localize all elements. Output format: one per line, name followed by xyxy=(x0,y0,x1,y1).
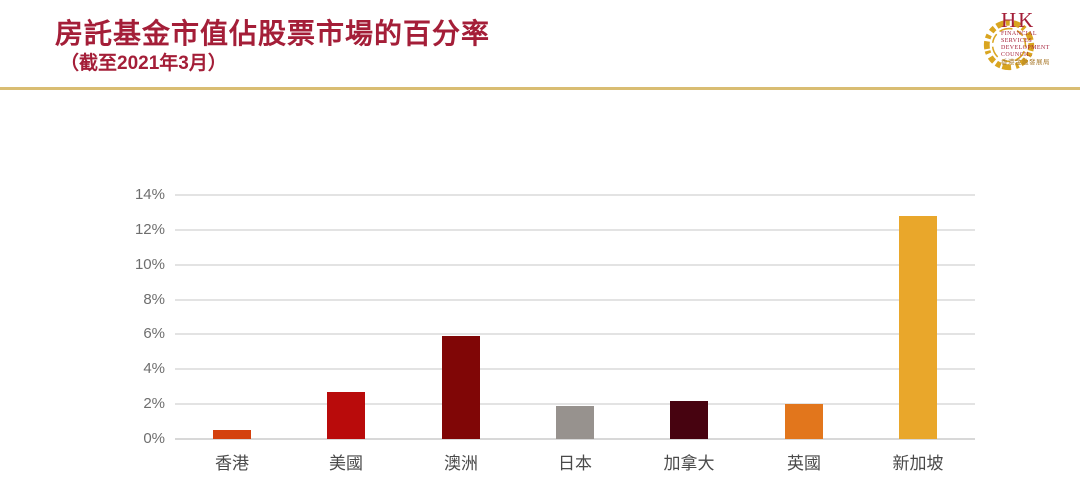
logo-line-financial: FINANCIAL xyxy=(1001,31,1037,37)
logo-line-council: COUNCIL. xyxy=(1001,52,1033,58)
gridline xyxy=(175,368,975,371)
hkfsdc-logo: HK FINANCIAL SERVICES DEVELOPMENT COUNCI… xyxy=(980,8,1064,82)
gridline xyxy=(175,228,975,231)
y-axis-tick-label: 12% xyxy=(134,220,165,238)
bar-日本 xyxy=(556,406,594,439)
x-axis-category-label: 新加坡 xyxy=(892,454,944,473)
gridline xyxy=(175,333,975,336)
page-title: 房託基金市值佔股票市場的百分率 xyxy=(55,18,491,49)
y-axis-tick-label: 14% xyxy=(134,186,165,203)
gridline xyxy=(175,194,975,196)
y-axis-tick-label: 2% xyxy=(143,395,165,413)
page-subtitle: （截至2021年3月） xyxy=(60,53,227,74)
bar-新加坡 xyxy=(899,216,937,439)
x-axis-category-label: 美國 xyxy=(329,454,363,473)
y-axis-tick-label: 6% xyxy=(143,325,165,343)
logo-line-services: SERVICES xyxy=(1001,38,1033,44)
sunburst-icon xyxy=(983,19,1035,71)
bar-加拿大 xyxy=(670,401,708,439)
x-axis-category-label: 日本 xyxy=(558,454,592,473)
bar-英國 xyxy=(785,404,823,439)
y-axis-tick-label: 10% xyxy=(134,255,165,273)
logo-monogram: HK xyxy=(1001,8,1036,32)
gridline xyxy=(175,438,975,440)
gridline xyxy=(175,403,975,406)
x-axis-category-label: 香港 xyxy=(215,454,249,473)
bar-美國 xyxy=(327,392,365,439)
y-axis-tick-label: 0% xyxy=(143,430,165,447)
bar-香港 xyxy=(213,430,251,439)
bar-chart: 0% 2% 4% 6% 8% 10% 12% 14% 香港 美國 澳洲 日本 加拿大 英國 新加坡 xyxy=(0,90,1080,501)
bar-澳洲 xyxy=(442,336,480,439)
gridline xyxy=(175,298,975,301)
x-axis-category-label: 英國 xyxy=(787,454,821,473)
logo-chinese-name: 香港金融發展局 xyxy=(1001,59,1050,66)
y-axis-tick-label: 8% xyxy=(143,290,165,308)
y-axis-tick-label: 4% xyxy=(143,360,165,378)
x-axis-category-label: 澳洲 xyxy=(444,454,478,473)
gridline xyxy=(175,263,975,266)
logo-line-development: DEVELOPMENT xyxy=(1001,45,1050,51)
x-axis-category-label: 加拿大 xyxy=(663,454,715,473)
logo-text: HK FINANCIAL SERVICES DEVELOPMENT COUNCI… xyxy=(1001,10,1050,67)
header: 房託基金市值佔股票市場的百分率 （截至2021年3月） HK FINANCIAL… xyxy=(0,0,1080,90)
